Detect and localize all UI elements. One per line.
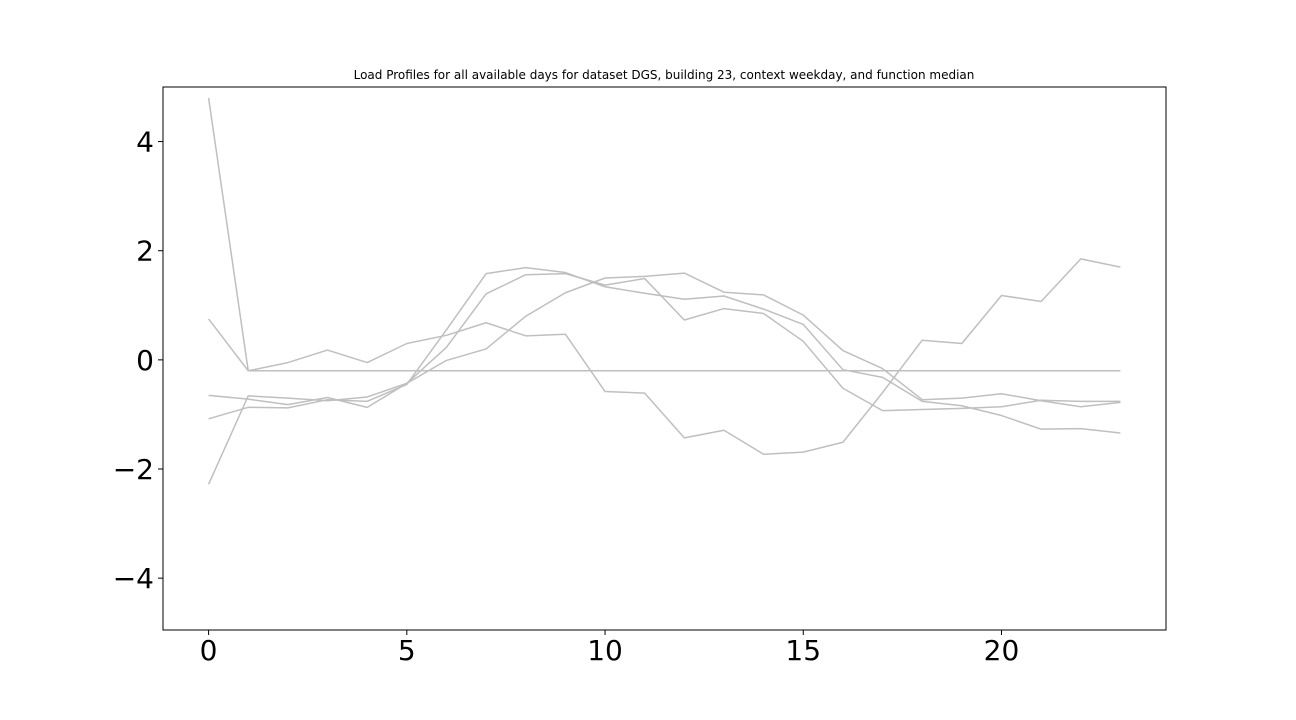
x-tick-label: 10 — [587, 634, 623, 667]
series-line-2 — [207, 258, 1121, 456]
series-line-3 — [208, 266, 1121, 434]
series-line-1 — [207, 97, 1121, 372]
axes-frame — [162, 86, 1167, 631]
chart-title: Load Profiles for all available days for… — [354, 68, 975, 82]
x-tick-label: 0 — [200, 634, 218, 667]
x-tick-label: 20 — [984, 634, 1020, 667]
y-axis-ticks: 4 2 0 −2 −4 — [113, 126, 163, 595]
x-tick-label: 15 — [785, 634, 821, 667]
x-tick-label: 5 — [398, 634, 416, 667]
y-tick-label: −2 — [113, 453, 154, 486]
x-axis-ticks: 0 5 10 15 20 — [200, 630, 1020, 667]
series-line-5 — [207, 272, 1121, 485]
y-tick-label: 4 — [136, 126, 154, 159]
y-tick-label: 2 — [136, 235, 154, 268]
series-line-4 — [208, 272, 1121, 412]
y-tick-label: 0 — [136, 344, 154, 377]
series-layer — [207, 97, 1121, 485]
y-tick-label: −4 — [113, 562, 154, 595]
